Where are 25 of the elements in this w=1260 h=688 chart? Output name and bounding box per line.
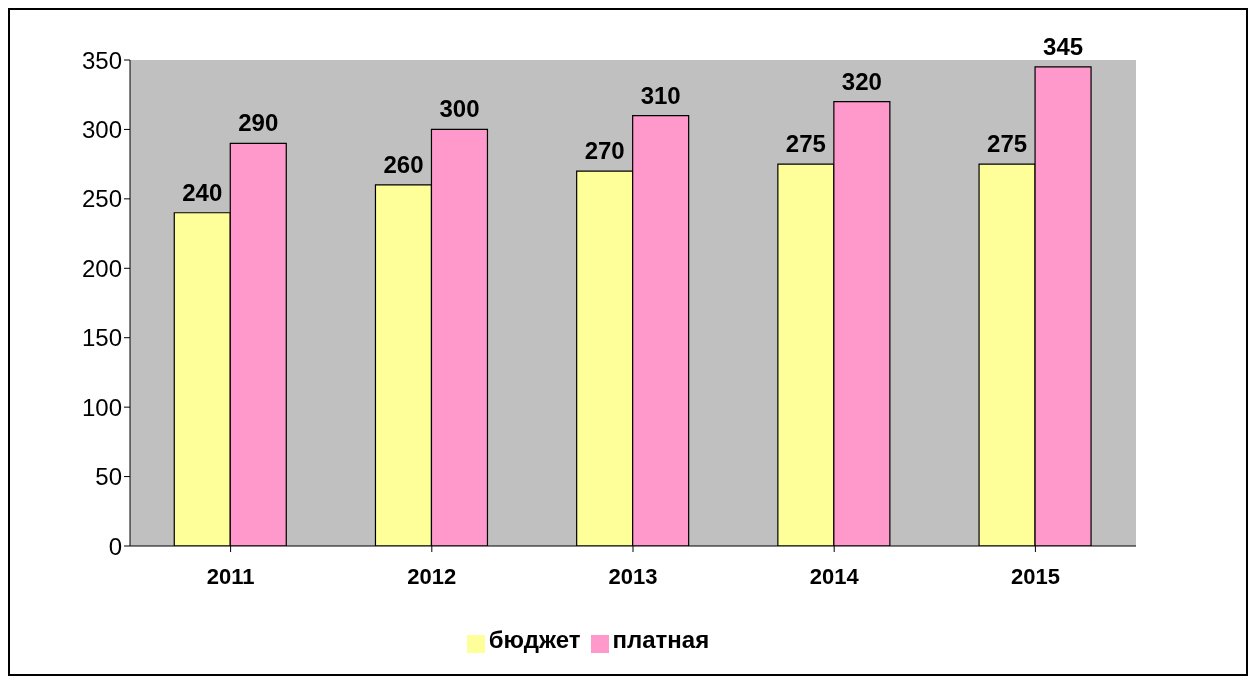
data-label: 260 xyxy=(383,150,424,178)
legend-label: бюджет xyxy=(488,626,581,653)
y-tick-label: 200 xyxy=(81,254,122,282)
y-tick-label: 250 xyxy=(81,185,122,213)
y-tick-label: 0 xyxy=(108,532,122,560)
y-tick-label: 100 xyxy=(81,393,122,421)
y-tick-label: 50 xyxy=(95,463,122,491)
y-tick-label: 150 xyxy=(81,324,122,352)
x-tick-label: 2013 xyxy=(608,563,658,589)
y-tick-label: 300 xyxy=(81,115,122,143)
data-label: 240 xyxy=(182,178,223,206)
legend-label: платная xyxy=(612,626,710,653)
data-label: 275 xyxy=(987,130,1028,158)
data-label: 290 xyxy=(238,109,279,137)
data-label: 320 xyxy=(841,67,882,95)
data-label: 275 xyxy=(785,130,826,158)
data-label: 300 xyxy=(439,95,480,123)
x-tick-label: 2011 xyxy=(206,563,255,589)
x-tick-label: 2012 xyxy=(407,563,457,589)
x-tick-label: 2015 xyxy=(1010,563,1060,589)
data-label: 345 xyxy=(1043,32,1084,60)
data-label: 270 xyxy=(584,137,625,165)
y-tick-label: 350 xyxy=(81,46,122,74)
data-label: 310 xyxy=(640,81,681,109)
x-tick-label: 2014 xyxy=(809,563,860,589)
